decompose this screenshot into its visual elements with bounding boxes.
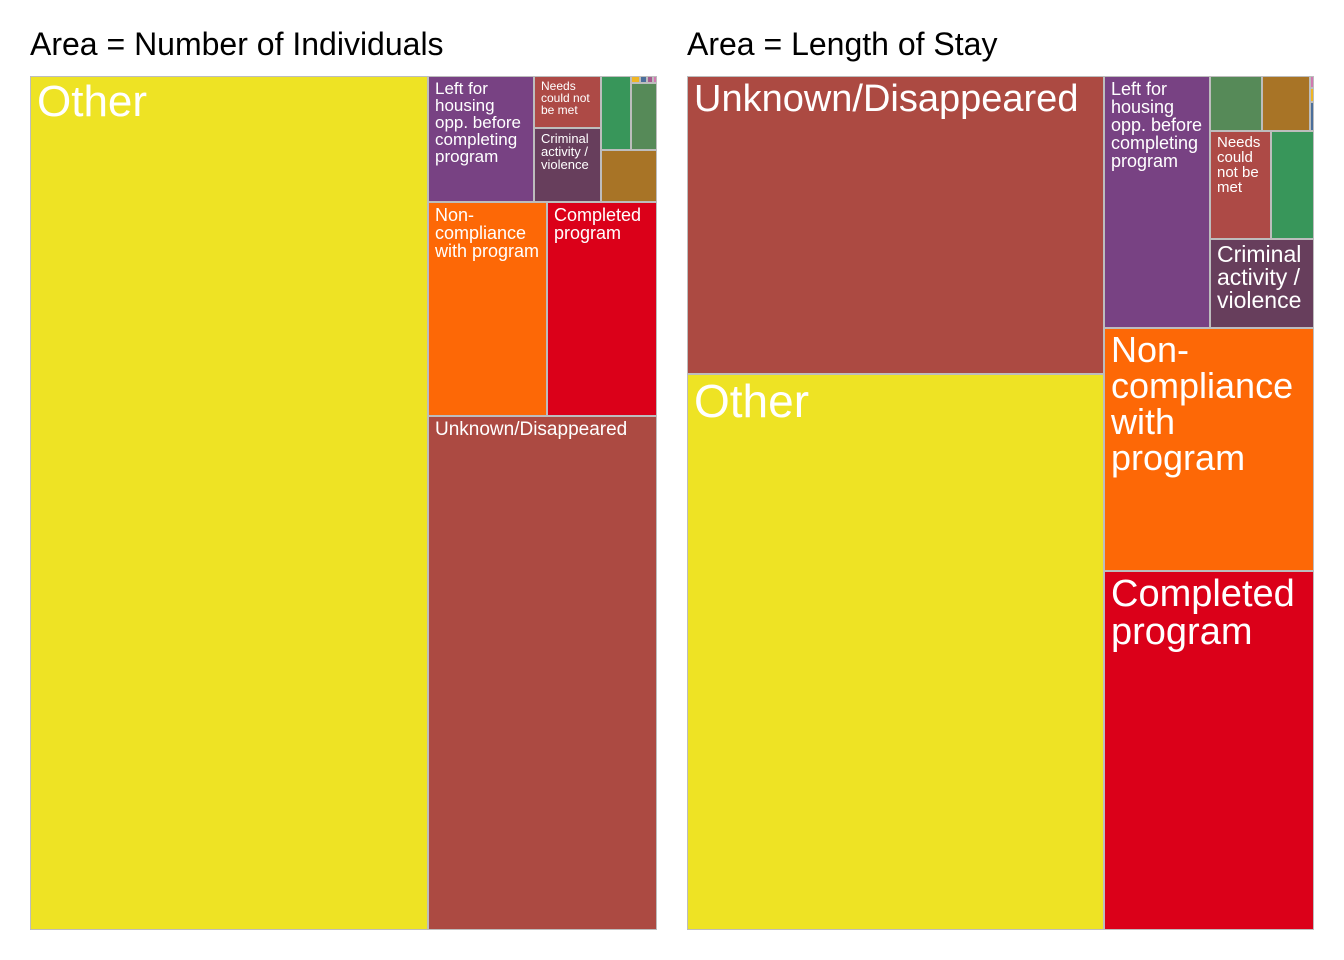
tile-label: Other (37, 77, 148, 126)
chart-title: Area = Length of Stay (687, 26, 998, 62)
tile-label: Criminal activity / violence (541, 131, 589, 172)
tile-label: Left for housing opp. before completing … (435, 79, 522, 166)
tile-unlabeled-4[interactable] (601, 76, 631, 150)
tile-completed-program[interactable]: Completed program (1104, 571, 1314, 930)
tile-unlabeled-10[interactable] (653, 76, 657, 83)
tile-completed-program[interactable]: Completed program (547, 202, 657, 416)
tile-needs-could-not-be-met[interactable]: Needs could not be met (534, 76, 601, 128)
tile-unlabeled-4[interactable] (1262, 76, 1310, 131)
tile-needs-could-not-be-met[interactable]: Needs could not be met (1210, 131, 1271, 239)
tile-label: Unknown/Disappeared (694, 78, 1079, 120)
tile-label: Other (694, 375, 810, 427)
tile-non-compliance-with-program[interactable]: Non-compliance with program (428, 202, 547, 416)
tile-criminal-activity-violence[interactable]: Criminal activity / violence (534, 128, 601, 202)
treemap-individuals: Other Left for housing opp. before comple… (30, 76, 657, 930)
tile-unlabeled-6[interactable] (601, 150, 657, 202)
tile-unknown-disappeared[interactable]: Unknown/Disappeared (428, 416, 657, 930)
tile-other[interactable]: Other (30, 76, 428, 930)
tile-unlabeled-5[interactable] (1310, 76, 1314, 88)
chart-title: Area = Number of Individuals (30, 26, 444, 62)
tile-unlabeled-8[interactable] (640, 76, 647, 83)
tile-label: Needs could not be met (1217, 134, 1261, 196)
tile-unlabeled-9[interactable] (647, 76, 653, 83)
tile-unlabeled-7[interactable] (631, 76, 640, 83)
tile-unlabeled-7[interactable] (1310, 102, 1314, 131)
tile-label: Needs could not be met (541, 79, 590, 117)
tile-label: Completed program (1111, 573, 1295, 653)
tile-unlabeled-5[interactable] (631, 83, 657, 150)
tile-label: Non-compliance with program (1111, 329, 1294, 478)
tile-label: Criminal activity / violence (1217, 241, 1302, 313)
tile-left-for-housing-opp-before-completing-program[interactable]: Left for housing opp. before completing … (428, 76, 534, 202)
tile-unknown-disappeared[interactable]: Unknown/Disappeared (687, 76, 1104, 374)
tile-unlabeled-3[interactable] (1210, 76, 1262, 131)
tile-label: Left for housing opp. before completing … (1111, 79, 1203, 171)
tile-label: Completed program (554, 205, 642, 243)
tile-unlabeled-6[interactable] (1310, 88, 1314, 102)
tile-other[interactable]: Other (687, 374, 1104, 930)
tile-unlabeled-9[interactable] (1271, 131, 1314, 239)
tile-label: Non-compliance with program (435, 205, 540, 261)
tile-non-compliance-with-program[interactable]: Non-compliance with program (1104, 328, 1314, 571)
tile-left-for-housing-opp-before-completing-program[interactable]: Left for housing opp. before completing … (1104, 76, 1210, 328)
tile-label: Unknown/Disappeared (435, 419, 628, 440)
tile-criminal-activity-violence[interactable]: Criminal activity / violence (1210, 239, 1314, 328)
treemap-length-of-stay: Unknown/Disappeared Other Left for housing… (687, 76, 1314, 930)
